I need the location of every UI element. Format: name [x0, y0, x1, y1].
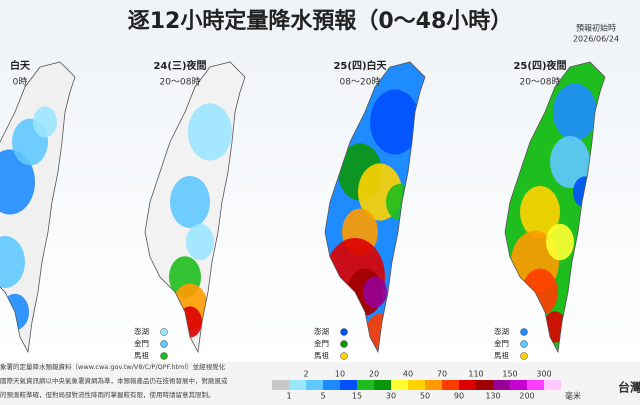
- legend-label: 30: [386, 392, 396, 401]
- legend-label: 300: [536, 370, 551, 379]
- panel-title: 白天: [10, 59, 31, 72]
- island-dot: [520, 328, 528, 336]
- legend-swatch: [476, 380, 493, 390]
- island-dot: [340, 352, 348, 360]
- rain-area: [188, 103, 232, 161]
- legend-swatch: [527, 380, 544, 390]
- legend-label: 2: [303, 370, 308, 379]
- brand: 台灣: [618, 380, 640, 395]
- legend-label: 200: [519, 392, 534, 401]
- island-dot: [520, 340, 528, 348]
- rain-area: [33, 106, 57, 138]
- legend-label: 50: [420, 392, 430, 401]
- rain-area: [186, 223, 214, 261]
- island-dot: [160, 352, 168, 360]
- legend-label: 40: [403, 370, 413, 379]
- legend-swatch: [408, 380, 425, 390]
- island-dot: [160, 340, 168, 348]
- rain-area: [0, 149, 35, 215]
- island-label: 澎湖: [494, 326, 509, 336]
- rain-area: [553, 83, 597, 141]
- panel-title: 24(三)夜間: [153, 59, 206, 72]
- island-dot: [340, 328, 348, 336]
- legend-label: 1: [286, 392, 291, 401]
- legend-label: 5: [320, 392, 325, 401]
- legend-label: 150: [502, 370, 517, 379]
- legend-swatch: [289, 380, 306, 390]
- island-dot: [340, 340, 348, 348]
- legend-label: 90: [454, 392, 464, 401]
- island-label: 金門: [494, 338, 509, 348]
- island-label: 澎湖: [134, 326, 149, 336]
- island-dot: [160, 328, 168, 336]
- legend-label: 10: [335, 370, 345, 379]
- island-label: 馬祖: [314, 350, 329, 360]
- island-label: 馬祖: [134, 350, 149, 360]
- legend-swatch: [272, 380, 289, 390]
- init-date: 2026/06/24: [573, 35, 619, 44]
- legend-swatch: [442, 380, 459, 390]
- legend-swatch: [544, 380, 561, 390]
- island-label: 金門: [134, 338, 149, 348]
- panel-title: 25(四)白天: [333, 59, 387, 72]
- legend-swatch: [459, 380, 476, 390]
- panel-time: 08～20時: [340, 77, 381, 88]
- coast: [504, 61, 606, 354]
- footer-line: 的預測較準確，但對局部對流性降雨的掌握較有限，使用時請留意其限制。: [0, 390, 215, 399]
- legend-swatch: [391, 380, 408, 390]
- legend-label: 110: [468, 370, 483, 379]
- panel-time: 20～08時: [160, 77, 201, 88]
- legend-swatch: [510, 380, 527, 390]
- rain-area: [370, 89, 420, 155]
- coast: [324, 61, 426, 354]
- rain-area: [520, 186, 560, 238]
- rain-area: [170, 176, 210, 228]
- island-dot: [520, 352, 528, 360]
- island-label: 金門: [314, 338, 329, 348]
- panel-time: 20～08時: [520, 77, 561, 88]
- rain-area: [363, 276, 387, 308]
- legend-label: 15: [352, 392, 362, 401]
- init-label: 預報初始時: [576, 23, 616, 33]
- legend-swatch: [306, 380, 323, 390]
- title: 逐12小時定量降水預報（0～48小時）: [128, 8, 513, 34]
- coast: [144, 61, 246, 354]
- legend-swatch: [323, 380, 340, 390]
- legend-label: 20: [369, 370, 379, 379]
- coast: [0, 61, 76, 354]
- rain-area: [546, 223, 574, 261]
- legend-swatch: [340, 380, 357, 390]
- legend-unit: 毫米: [565, 391, 581, 401]
- legend-swatch: [425, 380, 442, 390]
- legend-swatch: [374, 380, 391, 390]
- rain-area: [550, 136, 590, 188]
- legend-label: 70: [437, 370, 447, 379]
- legend-label: 130: [485, 392, 500, 401]
- legend-swatch: [493, 380, 510, 390]
- panel-title: 25(四)夜間: [513, 59, 566, 72]
- footer-line: 象署的定量降水預報資料（www.cwa.gov.tw/V8/C/P/QPF.ht…: [0, 362, 226, 371]
- island-label: 馬祖: [494, 350, 509, 360]
- rain-area: [0, 236, 25, 288]
- panel-time: 0時: [13, 77, 28, 88]
- footer-line: 國際天氣資訊網以中央氣象署資網為準，本預報產品仍在技術發展中，對颱風或: [0, 376, 228, 385]
- island-label: 澎湖: [314, 326, 329, 336]
- legend-swatch: [357, 380, 374, 390]
